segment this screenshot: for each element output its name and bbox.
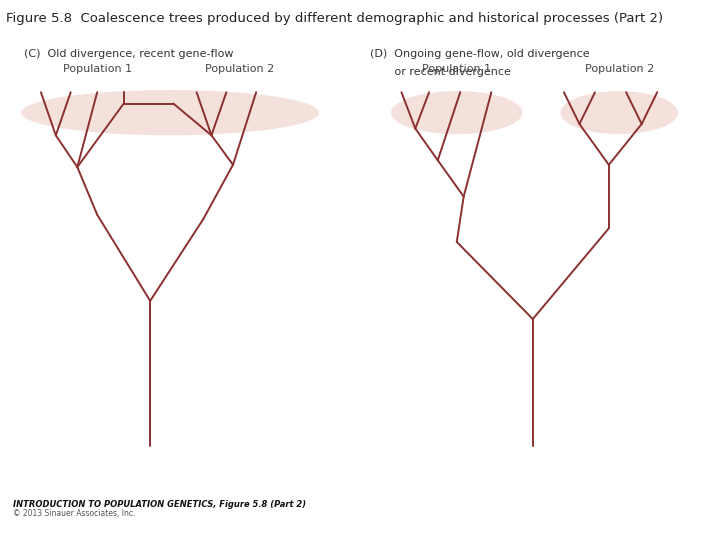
Text: or recent divergence: or recent divergence — [370, 68, 511, 77]
Text: Population 2: Population 2 — [205, 64, 274, 74]
Text: Population 2: Population 2 — [585, 64, 654, 74]
Text: INTRODUCTION TO POPULATION GENETICS, Figure 5.8 (Part 2): INTRODUCTION TO POPULATION GENETICS, Fig… — [13, 500, 306, 509]
Text: Population 1: Population 1 — [63, 64, 132, 74]
Ellipse shape — [391, 91, 523, 134]
Text: (C)  Old divergence, recent gene-flow: (C) Old divergence, recent gene-flow — [24, 49, 234, 59]
Text: Population 1: Population 1 — [422, 64, 491, 74]
Text: (D)  Ongoing gene-flow, old divergence: (D) Ongoing gene-flow, old divergence — [370, 49, 590, 59]
Ellipse shape — [21, 90, 319, 136]
Text: Figure 5.8  Coalescence trees produced by different demographic and historical p: Figure 5.8 Coalescence trees produced by… — [6, 12, 663, 25]
Text: © 2013 Sinauer Associates, Inc.: © 2013 Sinauer Associates, Inc. — [13, 509, 135, 518]
Ellipse shape — [560, 91, 678, 134]
